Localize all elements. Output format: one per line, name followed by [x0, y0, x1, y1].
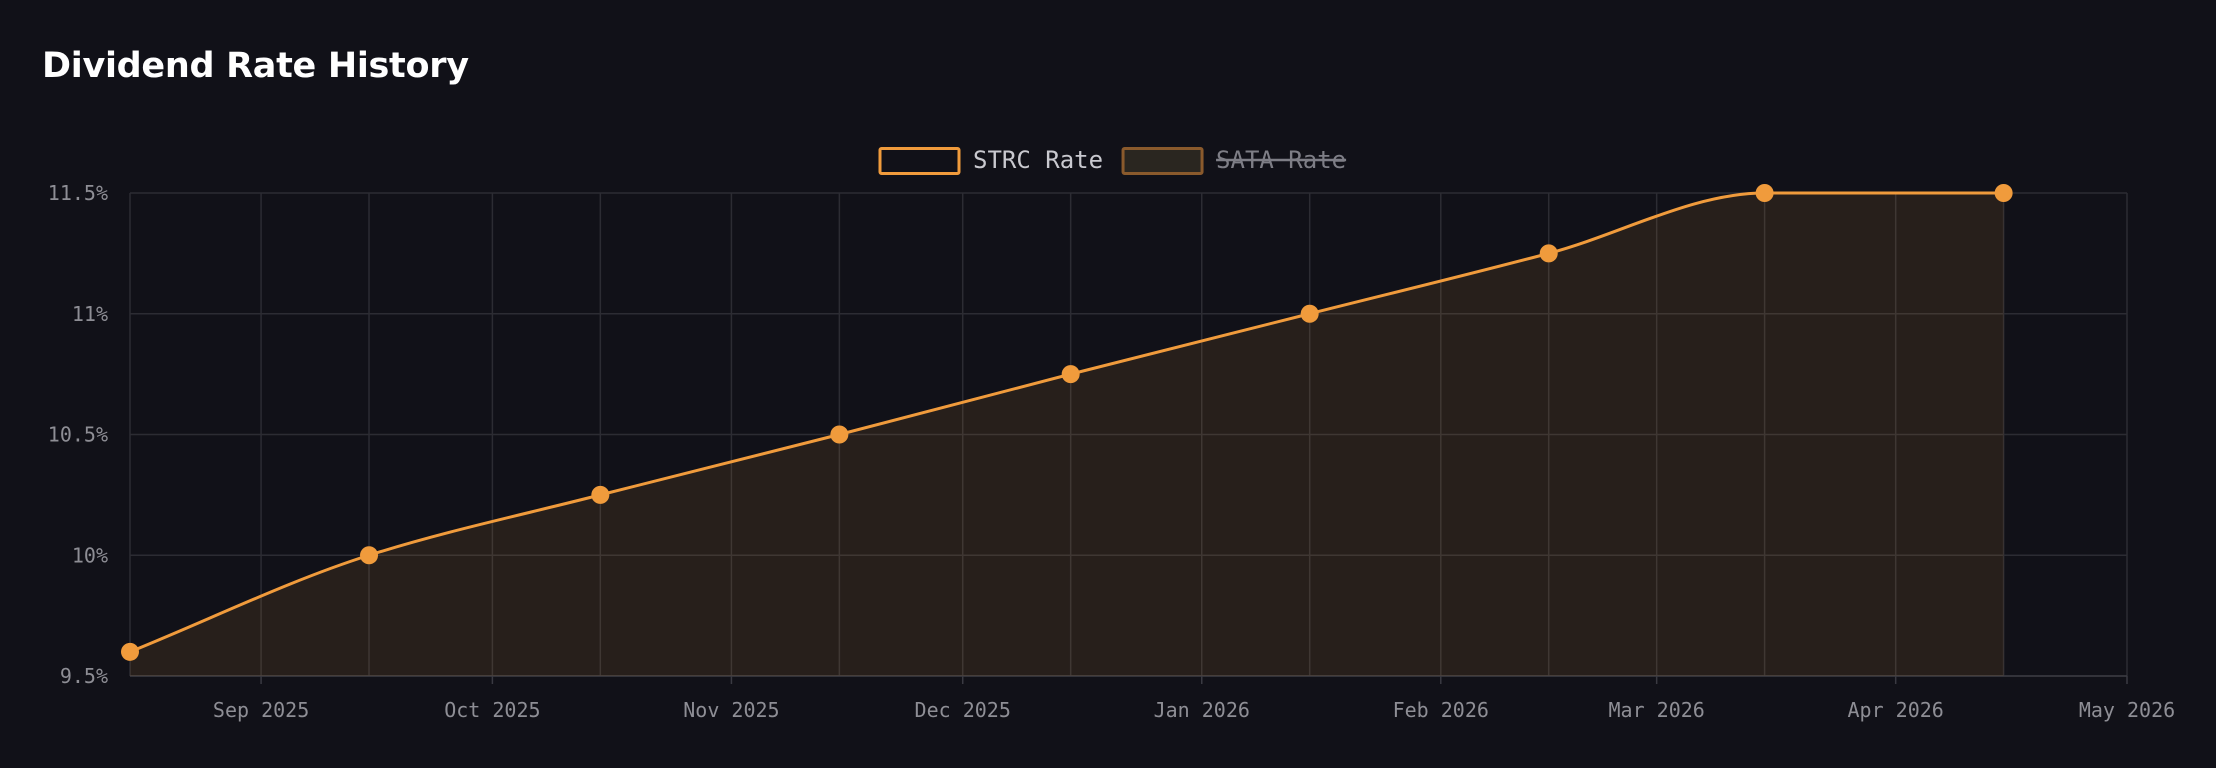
strc-rate-point[interactable]: [360, 546, 379, 565]
y-tick-label: 11%: [72, 302, 108, 326]
y-tick-label: 10.5%: [48, 423, 108, 447]
page-title: Dividend Rate History: [42, 46, 469, 86]
strc-rate-point[interactable]: [121, 642, 139, 661]
y-tick-label: 11.5%: [48, 181, 108, 205]
strc-rate-area: [130, 193, 2004, 676]
legend-swatch-sata-rate[interactable]: [1121, 147, 1204, 175]
chart-legend: STRC Rate SATA Rate: [878, 146, 1347, 175]
chart-grid: [129, 192, 2128, 677]
strc-rate-point[interactable]: [591, 485, 610, 504]
x-axis-ticks: Sep 2025 Oct 2025 Nov 2025 Dec 2025 Jan 2026…: [213, 676, 2175, 722]
legend-swatch-strc-rate[interactable]: [878, 147, 961, 175]
x-tick-label: Oct 2025: [444, 698, 540, 722]
strc-rate-points: [121, 184, 2013, 661]
x-tick-label: Feb 2026: [1393, 698, 1489, 722]
strc-rate-point[interactable]: [1994, 184, 2013, 202]
strc-rate-point[interactable]: [1300, 304, 1319, 323]
x-tick-label: Nov 2025: [683, 698, 779, 722]
x-tick-label: Sep 2025: [213, 698, 309, 722]
strc-rate-point[interactable]: [830, 425, 849, 444]
strc-rate-point[interactable]: [1539, 244, 1558, 263]
x-tick-label: Apr 2026: [1848, 698, 1944, 722]
x-tick-label: May 2026: [2079, 698, 2175, 722]
x-tick-label: Jan 2026: [1154, 698, 1250, 722]
strc-rate-point[interactable]: [1061, 365, 1080, 384]
y-tick-label: 10%: [72, 543, 108, 567]
strc-rate-point[interactable]: [1755, 184, 1774, 202]
x-tick-label: Mar 2026: [1609, 698, 1705, 722]
x-tick-label: Dec 2025: [915, 698, 1011, 722]
legend-label-strc-rate[interactable]: STRC Rate: [973, 146, 1103, 174]
y-axis-ticks: 9.5% 10% 10.5% 11% 11.5%: [48, 181, 108, 688]
y-tick-label: 9.5%: [60, 664, 108, 688]
